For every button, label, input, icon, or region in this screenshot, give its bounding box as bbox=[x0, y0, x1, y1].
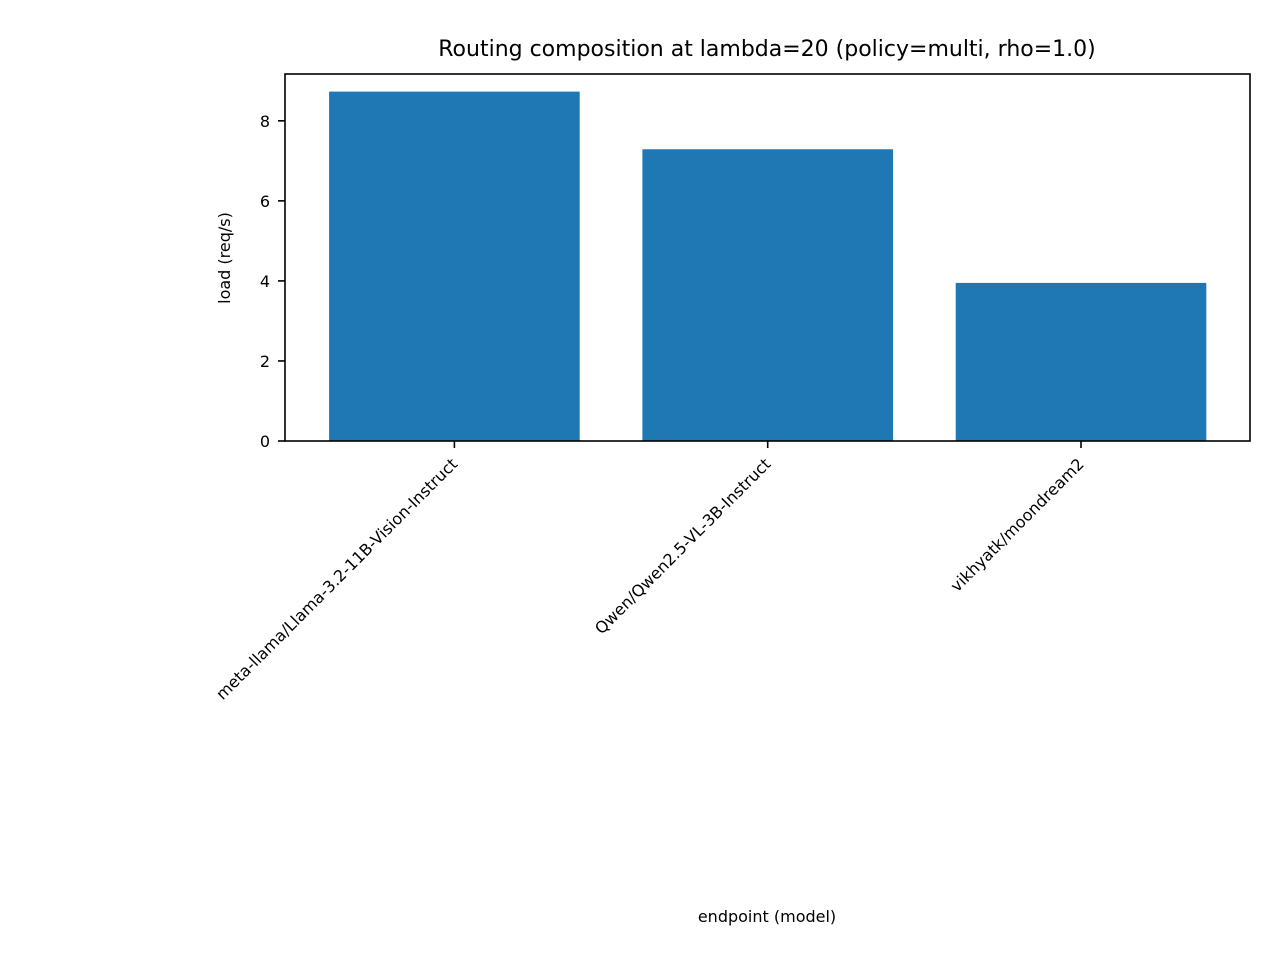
x-tick-label: meta-llama/Llama-3.2-11B-Vision-Instruct bbox=[212, 454, 461, 703]
x-tick-label: vikhyatk/moondream2 bbox=[947, 454, 1088, 595]
chart-title: Routing composition at lambda=20 (policy… bbox=[438, 37, 1095, 62]
y-tick-label: 6 bbox=[260, 192, 270, 211]
bar-0 bbox=[329, 91, 580, 442]
x-axis: meta-llama/Llama-3.2-11B-Vision-Instruct… bbox=[212, 441, 1088, 703]
y-axis: 0 2 4 6 8 bbox=[260, 112, 285, 451]
y-axis-label: load (req/s) bbox=[215, 212, 234, 304]
x-tick-label: Qwen/Qwen2.5-VL-3B-Instruct bbox=[591, 454, 775, 638]
bar-2 bbox=[955, 282, 1207, 441]
y-tick-label: 2 bbox=[260, 352, 270, 371]
x-axis-label: endpoint (model) bbox=[698, 907, 836, 926]
y-tick-label: 0 bbox=[260, 432, 270, 451]
bars-layer bbox=[329, 91, 1207, 442]
plot-frame bbox=[284, 73, 1251, 442]
bar-1 bbox=[642, 149, 893, 442]
y-tick-label: 4 bbox=[260, 272, 270, 291]
y-tick-label: 8 bbox=[260, 112, 270, 131]
